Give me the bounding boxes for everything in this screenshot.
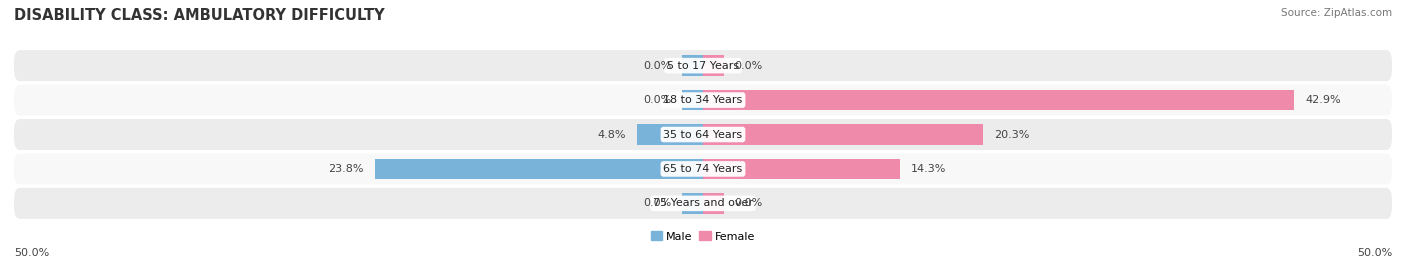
Text: 35 to 64 Years: 35 to 64 Years xyxy=(664,129,742,140)
Text: Source: ZipAtlas.com: Source: ZipAtlas.com xyxy=(1281,8,1392,18)
Text: DISABILITY CLASS: AMBULATORY DIFFICULTY: DISABILITY CLASS: AMBULATORY DIFFICULTY xyxy=(14,8,385,23)
FancyBboxPatch shape xyxy=(14,188,1392,219)
Text: 14.3%: 14.3% xyxy=(911,164,946,174)
Text: 23.8%: 23.8% xyxy=(329,164,364,174)
Text: 0.0%: 0.0% xyxy=(643,95,671,105)
Text: 4.8%: 4.8% xyxy=(598,129,626,140)
FancyBboxPatch shape xyxy=(14,84,1392,116)
Text: 5 to 17 Years: 5 to 17 Years xyxy=(666,61,740,71)
Text: 18 to 34 Years: 18 to 34 Years xyxy=(664,95,742,105)
Text: 50.0%: 50.0% xyxy=(14,248,49,258)
Text: 75 Years and over: 75 Years and over xyxy=(652,198,754,208)
Text: 0.0%: 0.0% xyxy=(735,61,763,71)
Text: 65 to 74 Years: 65 to 74 Years xyxy=(664,164,742,174)
Legend: Male, Female: Male, Female xyxy=(647,227,759,246)
FancyBboxPatch shape xyxy=(14,50,1392,81)
Bar xyxy=(703,124,983,145)
Bar xyxy=(682,55,703,76)
Text: 20.3%: 20.3% xyxy=(994,129,1029,140)
Bar xyxy=(703,159,900,179)
Bar xyxy=(682,90,703,110)
Bar xyxy=(375,159,703,179)
Bar xyxy=(637,124,703,145)
Text: 50.0%: 50.0% xyxy=(1357,248,1392,258)
Text: 0.0%: 0.0% xyxy=(735,198,763,208)
Text: 42.9%: 42.9% xyxy=(1305,95,1341,105)
Bar xyxy=(682,193,703,214)
Text: 0.0%: 0.0% xyxy=(643,198,671,208)
Bar xyxy=(703,90,1294,110)
FancyBboxPatch shape xyxy=(14,153,1392,185)
Bar xyxy=(703,193,724,214)
Text: 0.0%: 0.0% xyxy=(643,61,671,71)
FancyBboxPatch shape xyxy=(14,119,1392,150)
Bar xyxy=(703,55,724,76)
